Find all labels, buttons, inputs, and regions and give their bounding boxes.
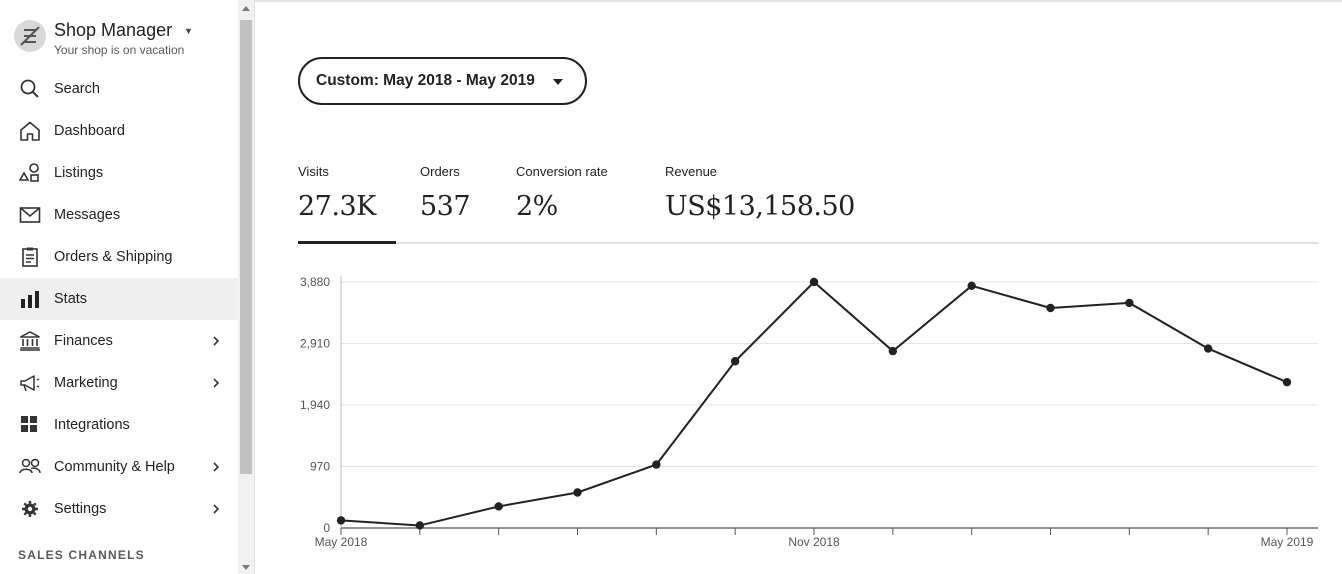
data-point xyxy=(1282,377,1292,387)
data-point xyxy=(1125,298,1134,308)
sidebar-item-label: Stats xyxy=(54,291,88,307)
grid-icon xyxy=(21,416,37,432)
sales-channels-heading: SALES CHANNELS xyxy=(18,548,145,562)
stat-label: Orders xyxy=(420,164,460,179)
y-tick-label: 970 xyxy=(310,460,330,474)
home-icon xyxy=(20,121,40,141)
sidebar-item-dashboard[interactable]: Dashboard xyxy=(0,110,238,152)
x-tick-label: May 2019 xyxy=(1261,535,1314,549)
bank-icon xyxy=(20,331,40,351)
data-point xyxy=(652,460,661,469)
sidebar-item-integrations[interactable]: Integrations xyxy=(0,404,238,446)
shop-status: Your shop is on vacation xyxy=(54,43,185,57)
sidebar-item-marketing[interactable]: Marketing xyxy=(0,362,238,404)
sidebar-item-label: Listings xyxy=(54,165,104,181)
data-point xyxy=(888,346,898,356)
stat-tab-conversion-rate[interactable]: Conversion rate 2% xyxy=(516,164,608,222)
sidebar-item-label: Marketing xyxy=(54,375,118,391)
chevron-right-icon xyxy=(213,336,220,346)
people-icon xyxy=(19,458,41,474)
stat-value: 537 xyxy=(420,191,471,222)
sidebar-item-label: Community & Help xyxy=(54,459,175,475)
chevron-right-icon xyxy=(213,462,220,472)
stat-value: 27.3K xyxy=(298,191,376,222)
active-stat-indicator xyxy=(298,241,396,244)
data-point xyxy=(1203,344,1213,353)
scroll-down-arrow-icon[interactable] xyxy=(242,565,250,570)
data-point xyxy=(494,502,503,511)
data-point xyxy=(415,521,425,530)
stats-divider xyxy=(298,242,1319,244)
sidebar-item-messages[interactable]: Messages xyxy=(0,194,238,236)
chevron-down-icon: ▼ xyxy=(184,26,193,36)
stat-value: US$13,158.50 xyxy=(665,191,855,222)
x-tick-label: Nov 2018 xyxy=(788,535,840,549)
y-tick-label: 2,910 xyxy=(300,337,330,351)
series-line xyxy=(340,281,1288,527)
gear-icon xyxy=(22,501,38,517)
data-point xyxy=(573,488,582,497)
top-border xyxy=(0,0,1342,2)
data-point xyxy=(730,357,740,366)
sidebar-item-finances[interactable]: Finances xyxy=(0,320,238,362)
shop-logo-icon xyxy=(14,20,46,52)
y-tick-label: 3,880 xyxy=(300,275,330,289)
stat-label: Visits xyxy=(298,164,329,179)
data-point xyxy=(336,516,346,525)
caret-down-icon xyxy=(553,79,563,85)
megaphone-icon xyxy=(20,375,40,392)
data-point xyxy=(967,281,976,291)
scroll-up-arrow-icon[interactable] xyxy=(242,6,250,11)
sidebar-item-label: Finances xyxy=(54,333,113,349)
sidebar-item-label: Search xyxy=(54,81,100,97)
shop-name: Shop Manager xyxy=(54,20,173,40)
data-point xyxy=(809,277,819,287)
stat-value: 2% xyxy=(516,191,558,222)
date-range-button[interactable]: Custom: May 2018 - May 2019 xyxy=(298,57,587,105)
sidebar-item-settings[interactable]: Settings xyxy=(0,488,238,530)
sidebar-scrollbar[interactable] xyxy=(238,0,255,574)
chevron-right-icon xyxy=(213,504,220,514)
sidebar-item-label: Settings xyxy=(54,501,107,517)
stat-label: Conversion rate xyxy=(516,164,608,179)
sidebar-item-stats[interactable]: Stats xyxy=(0,278,238,320)
search-icon xyxy=(20,79,39,98)
shapes-icon xyxy=(19,163,39,182)
chevron-right-icon xyxy=(213,378,220,388)
scrollbar-thumb[interactable] xyxy=(240,20,252,474)
sidebar-item-label: Orders & Shipping xyxy=(54,249,173,265)
date-range-label: Custom: May 2018 - May 2019 xyxy=(316,72,535,89)
sidebar-item-label: Integrations xyxy=(54,417,130,433)
y-tick-label: 1,940 xyxy=(300,398,330,412)
stat-tab-visits[interactable]: Visits 27.3K xyxy=(298,164,376,222)
sidebar-item-label: Messages xyxy=(54,207,121,223)
sidebar-item-search[interactable]: Search xyxy=(0,68,238,110)
sidebar-item-community-help[interactable]: Community & Help xyxy=(0,446,238,488)
stat-label: Revenue xyxy=(665,164,718,179)
sidebar-item-listings[interactable]: Listings xyxy=(0,152,238,194)
data-point xyxy=(1046,303,1055,313)
x-tick-label: May 2018 xyxy=(315,535,368,549)
shop-switcher[interactable]: Shop Manager ▼ Your shop is on vacation xyxy=(0,12,238,64)
stat-tab-revenue[interactable]: Revenue US$13,158.50 xyxy=(665,164,855,222)
bar-chart-icon xyxy=(21,291,39,308)
sidebar-item-label: Dashboard xyxy=(54,123,125,139)
y-tick-label: 0 xyxy=(323,521,330,535)
envelope-icon xyxy=(19,207,41,223)
sidebar-item-orders-shipping[interactable]: Orders & Shipping xyxy=(0,236,238,278)
stat-tab-orders[interactable]: Orders 537 xyxy=(420,164,471,222)
clipboard-icon xyxy=(22,247,38,267)
sidebar: Shop Manager ▼ Your shop is on vacation … xyxy=(0,0,238,574)
